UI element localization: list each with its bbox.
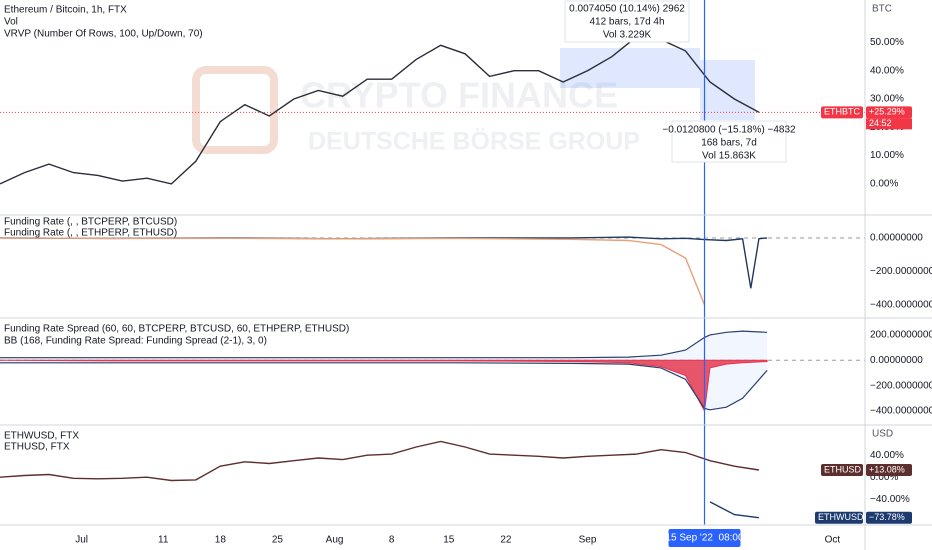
price-badge: [866, 106, 912, 119]
y-tick-label: 10.00%: [870, 150, 904, 161]
y-tick-label: −40.00%: [870, 494, 910, 505]
y-tick-label: 40.00%: [870, 65, 904, 76]
price-line: [0, 237, 706, 306]
y-tick-label: 0.00000000: [870, 355, 923, 366]
y-tick-label: −200.00000000: [870, 380, 932, 391]
x-tick-label: 18: [215, 535, 227, 546]
tooltip-box: [564, 0, 690, 43]
crosshair-label: 15 Sep '22 08:00: [665, 533, 744, 544]
countdown-label: 24:52: [869, 118, 892, 128]
tooltip-text: Vol 3.229K: [603, 30, 652, 41]
legend-label: ETHUSD, FTX: [4, 442, 70, 453]
crosshair-badge: [668, 529, 741, 547]
watermark-text: DEUTSCHE BÖRSE GROUP: [308, 127, 640, 156]
measure-range: [560, 48, 700, 88]
legend-label: ETHWUSD, FTX: [4, 431, 79, 442]
measure-tooltip: 0.0074050 (10.14%) 2962 412 bars, 17d 4h…: [564, 0, 690, 43]
x-tick-label: 11: [158, 535, 169, 546]
symbol-label: ETHUSD: [824, 464, 862, 474]
x-tick-label: Jul: [75, 535, 88, 546]
legend-label: Funding Rate (, , BTCPERP, BTCUSD): [4, 217, 177, 228]
price-label: +25.29%: [869, 107, 905, 117]
y-tick-label: 0.00%: [870, 179, 898, 190]
price-line: [0, 440, 760, 482]
indicator-label: Vol: [4, 17, 18, 28]
axis-unit: USD: [872, 429, 893, 440]
x-tick-label: Sep: [579, 535, 597, 546]
band-lower: [0, 362, 768, 411]
countdown-badge: [866, 118, 912, 130]
tooltip-text: −0.0120800 (−15.18%) −4832: [662, 125, 796, 136]
symbol-badge: [821, 106, 863, 119]
price-badge: [866, 464, 912, 477]
y-tick-label: 50.00%: [870, 37, 904, 48]
symbol-badge: [821, 464, 863, 477]
x-tick-label: 22: [500, 535, 512, 546]
measure-range: [700, 60, 755, 120]
x-tick-label: 25: [272, 535, 284, 546]
x-tick-label: 15: [443, 535, 455, 546]
axis-unit: BTC: [872, 4, 892, 15]
price-badge: [866, 511, 912, 524]
tooltip-text: 0.0074050 (10.14%) 2962: [569, 4, 685, 15]
measure-tooltip: −0.0120800 (−15.18%) −4832 168 bars, 7d …: [662, 120, 796, 163]
y-tick-label: −400.00000000: [870, 300, 932, 311]
symbol-label: ETHBTC: [824, 107, 861, 117]
band-upper: [0, 330, 768, 359]
y-tick-label: 0.00%: [870, 472, 898, 483]
tooltip-text: 168 bars, 7d: [701, 138, 757, 149]
y-tick-label: 0.00000000: [870, 233, 923, 244]
chart-title: Ethereum / Bitcoin, 1h, FTX: [4, 5, 127, 16]
y-tick-label: −200.00000000: [870, 266, 932, 277]
legend-label: Funding Rate (, , ETHPERP, ETHUSD): [4, 228, 177, 239]
tooltip-text: Vol 15.863K: [702, 151, 756, 162]
y-tick-label: 40.00%: [870, 450, 904, 461]
price-label: −73.78%: [869, 512, 905, 522]
watermark-logo: [192, 66, 278, 154]
x-tick-label: Aug: [326, 535, 344, 546]
y-tick-label: 30.00%: [870, 94, 904, 105]
y-tick-label: 200.00000000: [870, 330, 932, 341]
tooltip-box: [671, 120, 787, 163]
spread-area: [0, 359, 768, 413]
price-label: +13.08%: [869, 464, 905, 474]
x-tick-label: Oct: [825, 535, 841, 546]
y-tick-label: −400.00000000: [870, 406, 932, 417]
legend-label: BB (168, Funding Rate Spread: Funding Sp…: [4, 336, 267, 347]
symbol-label: ETHWUSD: [818, 512, 864, 522]
x-tick-label: 8: [389, 535, 395, 546]
symbol-badge: [815, 511, 863, 524]
legend-label: Funding Rate Spread (60, 60, BTCPERP, BT…: [4, 324, 349, 335]
tooltip-text: 412 bars, 17d 4h: [589, 17, 664, 28]
price-line: [709, 501, 759, 519]
indicator-label: VRVP (Number Of Rows, 100, Up/Down, 70): [4, 29, 203, 40]
